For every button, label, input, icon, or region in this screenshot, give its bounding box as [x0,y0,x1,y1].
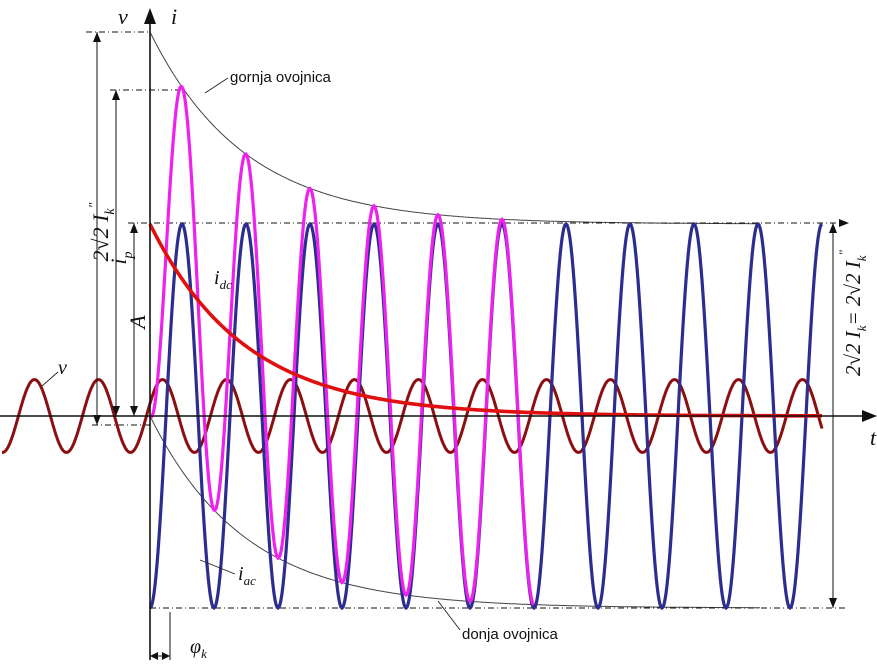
dim-arrow [93,32,101,42]
leader-lower-envelope [437,600,461,631]
ip-dimension-label: ip [106,251,136,264]
phi-label: φk [190,636,207,661]
lower-envelope-curve [149,415,760,609]
voltage-label: v [58,357,67,379]
dim-arrow [130,223,138,233]
steady-dimension-label: 2√2 Ik= 2√2 Ik" [836,249,869,376]
upper-envelope-curve [149,31,760,225]
dim-arrow [829,598,837,608]
peak-dimension-label: 2√2 Ik" [87,202,118,261]
v-axis-label: v [118,4,128,29]
dim-arrow [162,652,170,660]
vertical-axis-arrow [144,8,156,24]
t-axis-label: t [870,425,877,450]
idc-label: idc [214,267,232,292]
iac-label: iac [238,563,256,588]
upper-envelope-label: gornja ovojnica [230,69,332,86]
leader-iac [199,559,236,575]
time-axis-arrow [862,410,877,422]
total-current-curve [148,84,536,606]
A-dimension-label: A [125,315,150,331]
dim-arrow [829,223,837,233]
dim-arrow [112,90,120,100]
lower-envelope-label: donja ovojnica [462,626,559,643]
leader-upper-envelope [204,77,229,94]
dim-arrow [130,406,138,416]
ref-arrow-right [839,219,849,227]
leader-v [41,371,59,387]
voltage-curve [2,378,824,454]
dim-arrow [150,652,158,660]
dim-arrow [112,406,120,416]
i-axis-label: i [171,4,177,29]
dim-arrow [93,415,101,425]
